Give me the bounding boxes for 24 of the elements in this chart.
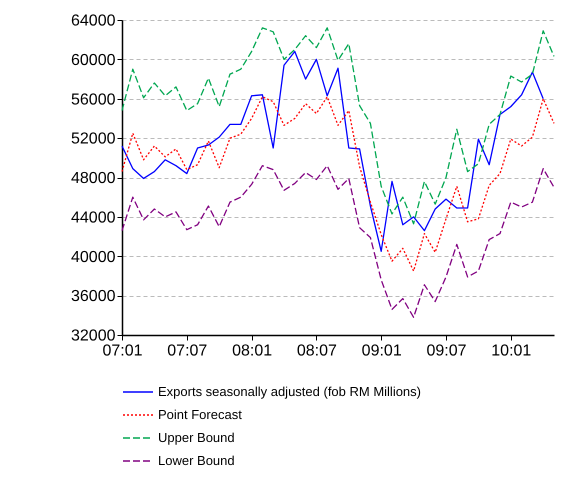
y-tick-label: 56000 bbox=[71, 91, 116, 108]
line-series bbox=[121, 50, 544, 252]
y-tick-label: 40000 bbox=[71, 248, 116, 266]
y-tick-label: 36000 bbox=[71, 288, 116, 306]
y-tick-label: 32000 bbox=[71, 328, 116, 344]
line-series bbox=[121, 96, 555, 272]
x-tick-label: 09:01 bbox=[362, 342, 402, 360]
x-tick-label: 10:01 bbox=[491, 342, 532, 360]
x-tick-label: 07:01 bbox=[102, 342, 143, 360]
legend-label: Lower Bound bbox=[158, 453, 235, 468]
y-tick-label: 64000 bbox=[71, 12, 116, 30]
x-tick-label: 09:07 bbox=[426, 342, 467, 360]
x-tick-label: 07:07 bbox=[167, 342, 208, 360]
legend-label: Upper Bound bbox=[158, 430, 235, 445]
y-tick-label: 52000 bbox=[71, 130, 116, 148]
x-tick-label: 08:01 bbox=[232, 342, 272, 360]
y-tick-label: 44000 bbox=[71, 209, 116, 226]
y-tick-label: 48000 bbox=[71, 170, 116, 187]
line-series bbox=[121, 165, 555, 318]
legend-label: Point Forecast bbox=[158, 407, 242, 422]
line-series bbox=[121, 27, 555, 224]
legend-label: Exports seasonally adjusted (fob RM Millions) bbox=[158, 384, 421, 399]
y-tick-label: 60000 bbox=[71, 52, 116, 69]
x-tick-label: 08:07 bbox=[296, 342, 338, 360]
